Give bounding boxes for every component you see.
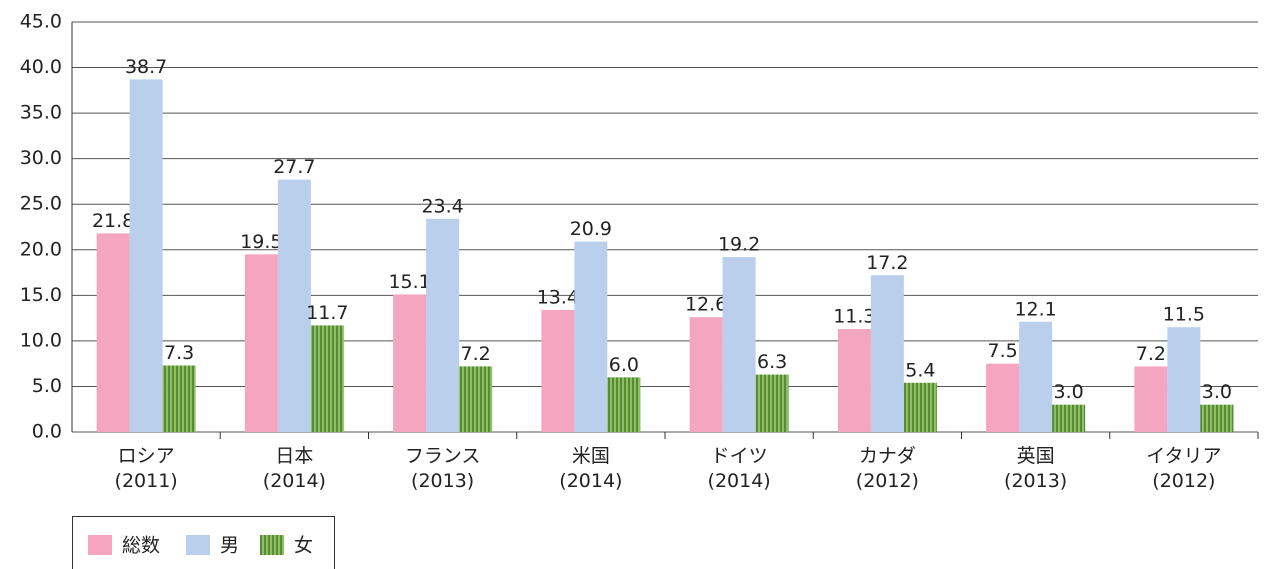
y-tick-label: 0.0: [32, 421, 62, 443]
data-label: 3.0: [1202, 381, 1232, 403]
y-tick-label: 10.0: [20, 329, 62, 351]
y-tick-label: 40.0: [20, 56, 62, 78]
x-tick-label: 日本 (2014): [262, 445, 326, 492]
bar: [1200, 404, 1234, 432]
bar: [607, 377, 641, 432]
bar: [129, 79, 163, 433]
bar: [903, 382, 937, 432]
data-label: 13.4: [537, 286, 579, 308]
bar: [426, 218, 460, 432]
bar: [393, 294, 427, 432]
y-tick-label: 30.0: [20, 147, 62, 169]
data-label: 20.9: [570, 218, 612, 240]
bar: [689, 317, 723, 432]
bar: [986, 363, 1020, 432]
bar: [837, 329, 871, 432]
legend-swatch: [88, 535, 112, 555]
x-tick-label: イタリア (2012): [1146, 445, 1222, 492]
bar: [1167, 327, 1201, 432]
data-label: 5.4: [905, 359, 935, 381]
bar: [1052, 404, 1086, 432]
data-label: 19.2: [718, 234, 760, 256]
legend-swatch: [186, 535, 210, 555]
legend-swatch: [260, 535, 284, 555]
legend-box: [72, 516, 335, 569]
bar: [755, 374, 789, 432]
bar: [574, 241, 608, 432]
bar: [96, 233, 130, 432]
x-tick-label: 英国 (2013): [1004, 445, 1068, 492]
bar: [1134, 366, 1168, 432]
data-label: 3.0: [1054, 381, 1084, 403]
y-tick-label: 45.0: [20, 11, 62, 33]
data-label: 11.5: [1163, 304, 1205, 326]
data-label: 7.5: [988, 340, 1018, 362]
bar: [244, 254, 278, 432]
data-label: 7.2: [461, 343, 491, 365]
y-tick-label: 35.0: [20, 102, 62, 124]
x-tick-label: ドイツ (2014): [707, 445, 771, 492]
x-tick-label: ロシア (2011): [114, 445, 178, 492]
data-label: 7.2: [1136, 343, 1166, 365]
data-label: 15.1: [388, 271, 430, 293]
y-tick-label: 20.0: [20, 238, 62, 260]
bar: [722, 257, 756, 432]
data-label: 21.8: [92, 210, 134, 232]
y-tick-label: 5.0: [32, 375, 62, 397]
data-label: 7.3: [164, 342, 194, 364]
bar: [1019, 321, 1053, 432]
bar: [162, 365, 196, 432]
data-label: 38.7: [125, 56, 167, 78]
bar: [277, 179, 311, 432]
x-tick-label: 米国 (2014): [559, 445, 623, 492]
legend-label: 男: [220, 535, 239, 557]
data-label: 19.5: [240, 231, 282, 253]
bar: [541, 309, 575, 432]
y-tick-label: 25.0: [20, 193, 62, 215]
x-tick-label: フランス (2013): [404, 445, 481, 492]
data-label: 12.6: [685, 294, 727, 316]
data-label: 11.7: [306, 302, 348, 324]
legend-label: 女: [294, 535, 313, 557]
bar: [459, 366, 493, 432]
data-label: 11.3: [833, 306, 875, 328]
data-label: 27.7: [273, 156, 315, 178]
x-tick-label: カナダ (2012): [855, 445, 919, 492]
bar: [870, 275, 904, 432]
data-label: 23.4: [421, 195, 463, 217]
legend-label: 総数: [122, 535, 160, 557]
data-label: 17.2: [866, 252, 908, 274]
data-label: 6.3: [757, 351, 787, 373]
data-label: 12.1: [1014, 298, 1056, 320]
bar: [310, 325, 344, 432]
data-label: 6.0: [609, 354, 639, 376]
y-tick-label: 15.0: [20, 284, 62, 306]
